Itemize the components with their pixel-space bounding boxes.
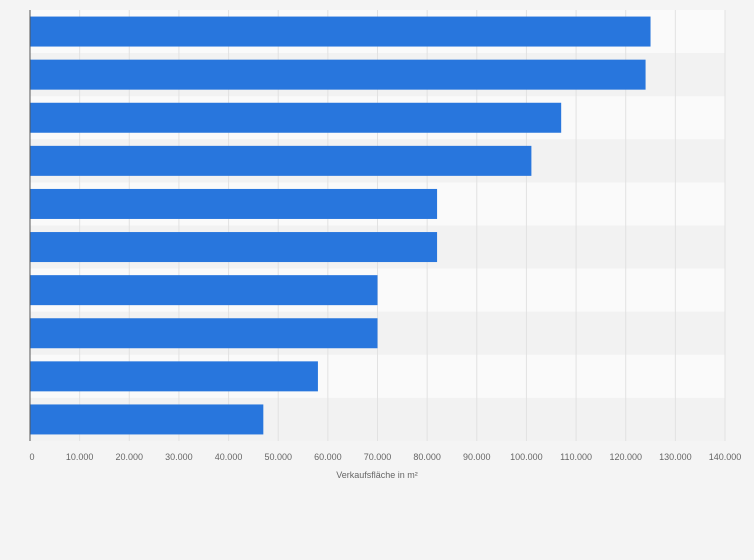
x-tick-label: 30.000 <box>165 452 193 462</box>
x-tick-label: 40.000 <box>215 452 243 462</box>
x-tick-label: 60.000 <box>314 452 342 462</box>
bar <box>30 232 438 263</box>
bar <box>30 102 562 133</box>
bar <box>30 361 318 392</box>
bar <box>30 145 532 176</box>
bars <box>30 16 651 435</box>
x-tick-label: 120.000 <box>609 452 642 462</box>
x-tick-label: 90.000 <box>463 452 491 462</box>
bar <box>30 404 264 435</box>
x-tick-label: 80.000 <box>413 452 441 462</box>
x-tick-label: 110.000 <box>560 452 592 462</box>
x-tick-label: 100.000 <box>510 452 543 462</box>
x-tick-label: 0 <box>29 452 34 462</box>
x-tick-label: 50.000 <box>264 452 292 462</box>
x-tick-labels: 0 10.000 20.000 30.000 40.000 50.000 60.000 70.… <box>29 452 741 462</box>
bar <box>30 16 651 47</box>
x-tick-label: 10.000 <box>66 452 94 462</box>
x-axis-label: Verkaufsfläche in m² <box>336 470 418 480</box>
bar <box>30 275 378 306</box>
x-tick-label: 20.000 <box>116 452 144 462</box>
x-tick-label: 140.000 <box>709 452 742 462</box>
bar <box>30 188 438 219</box>
x-tick-label: 130.000 <box>659 452 692 462</box>
x-tick-label: 70.000 <box>364 452 392 462</box>
bar <box>30 59 646 90</box>
bar <box>30 318 378 349</box>
